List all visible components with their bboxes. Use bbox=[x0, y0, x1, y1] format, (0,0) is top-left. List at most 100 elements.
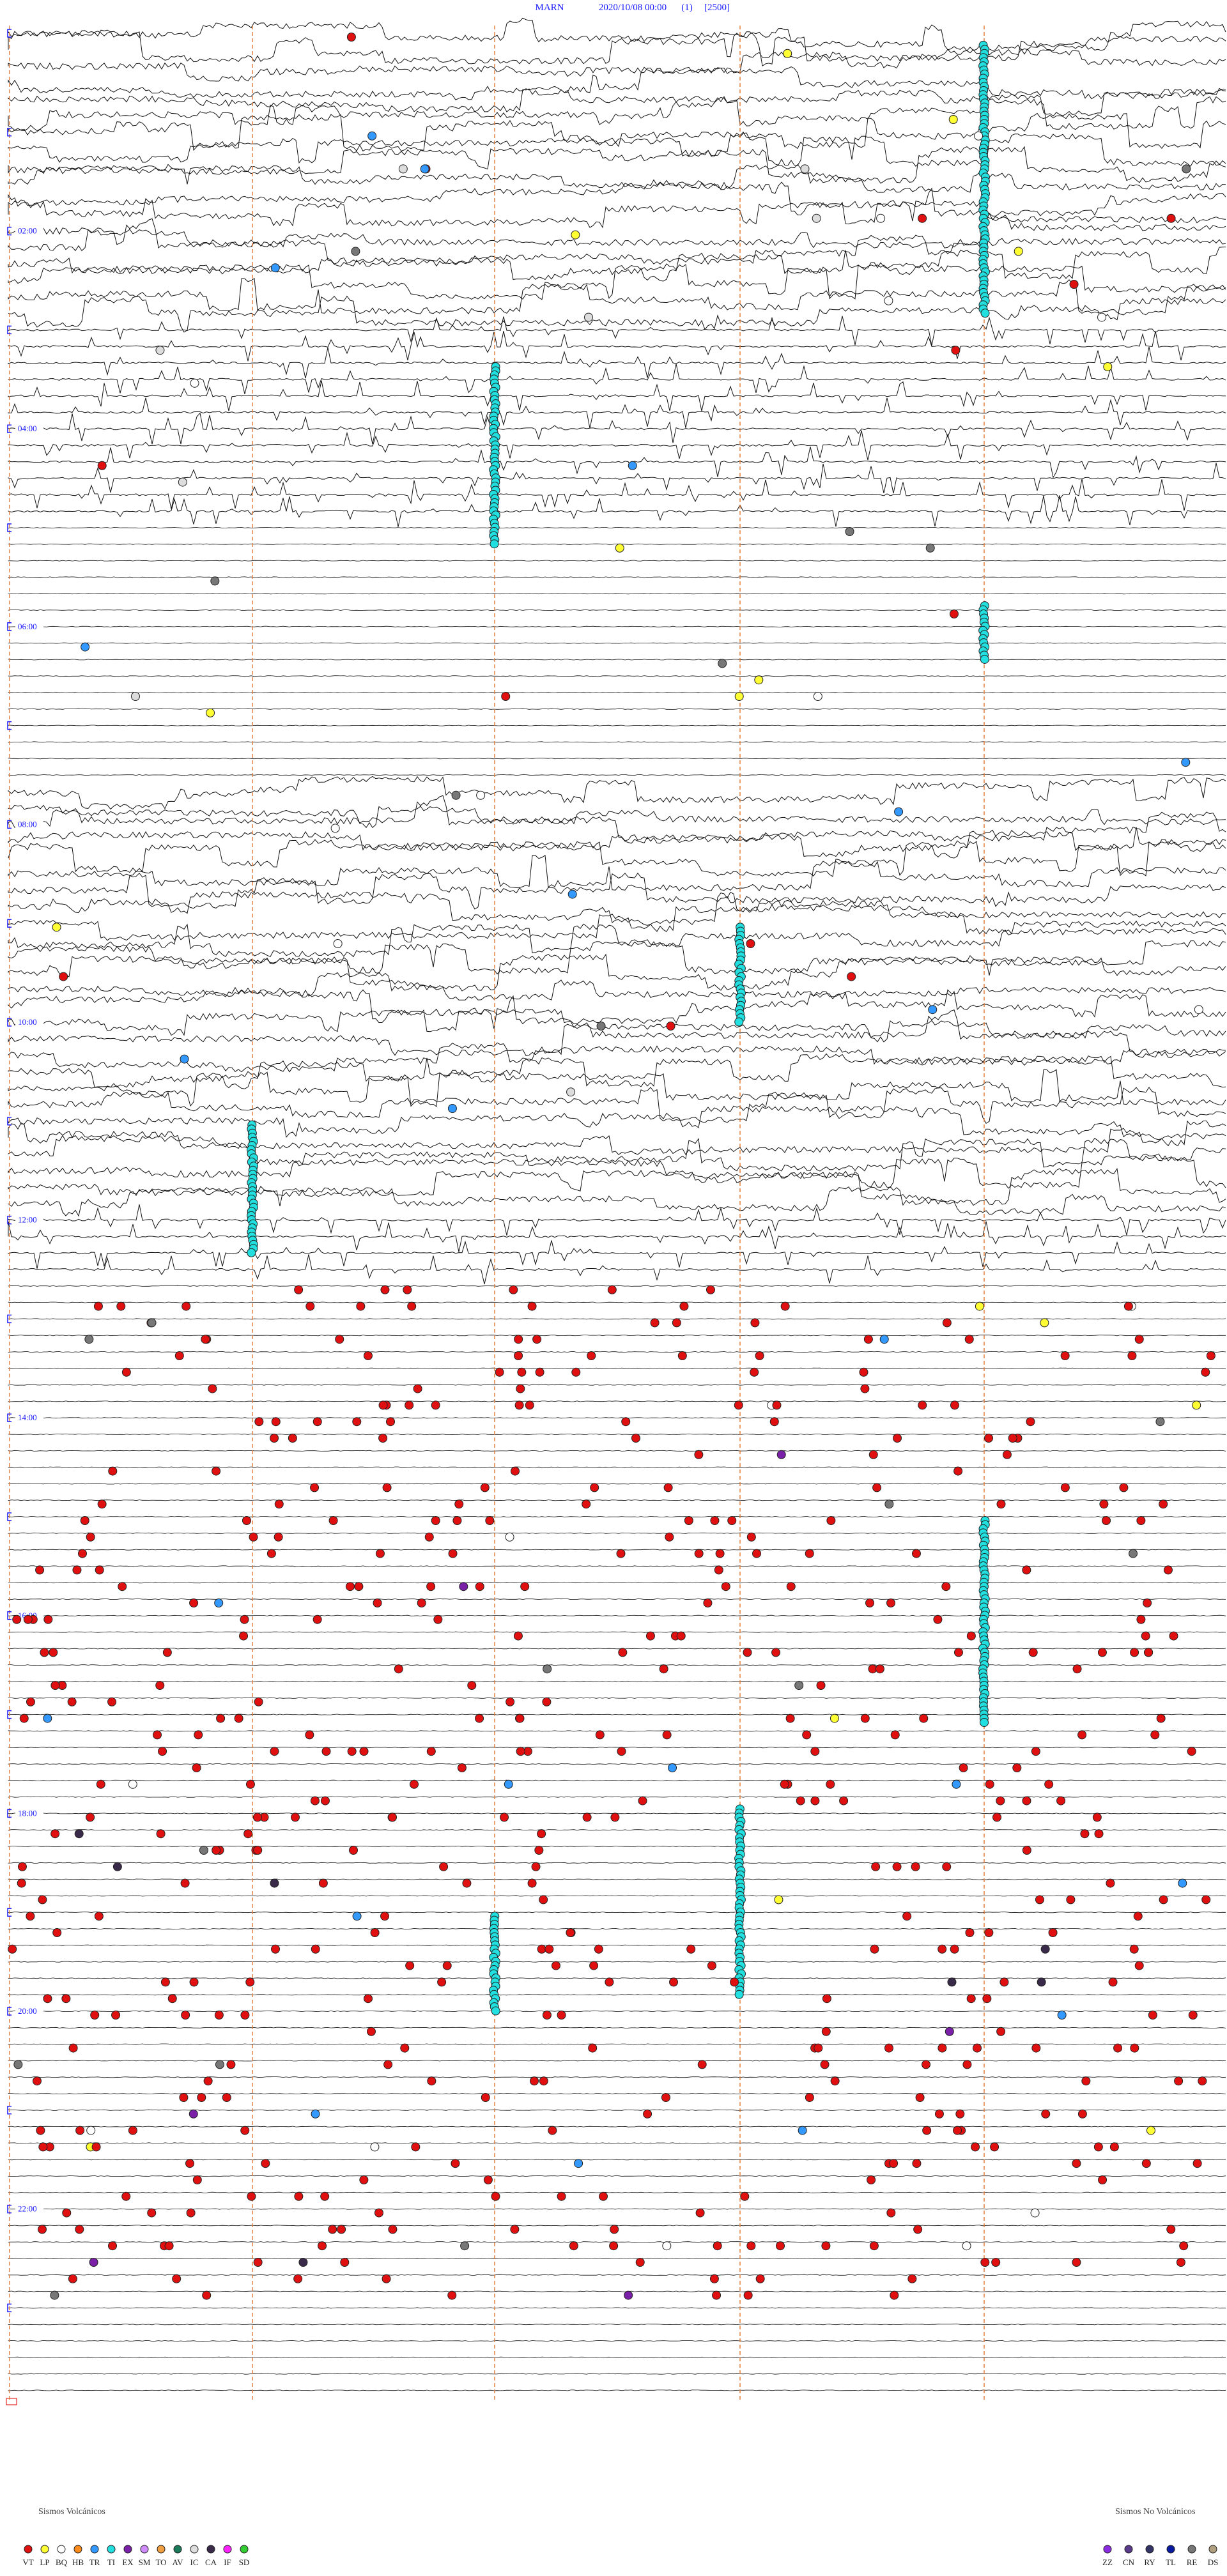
trace bbox=[8, 1862, 1226, 1864]
event-marker bbox=[1014, 247, 1023, 256]
event-marker bbox=[189, 1977, 199, 1987]
event-marker bbox=[542, 1697, 552, 1706]
legend-label: TI bbox=[107, 2557, 115, 2567]
event-marker bbox=[826, 1516, 836, 1525]
event-marker bbox=[955, 2109, 965, 2119]
event-marker bbox=[582, 1813, 592, 1822]
hour-label: 14:00 bbox=[18, 1413, 37, 1422]
trace bbox=[8, 2340, 1226, 2342]
event-marker bbox=[370, 2142, 380, 2152]
event-marker bbox=[426, 1747, 436, 1756]
legend-title: Sismos Volcánicos bbox=[38, 2507, 105, 2517]
event-marker bbox=[1136, 1614, 1146, 1624]
event-marker bbox=[451, 2159, 460, 2168]
event-marker bbox=[513, 1631, 523, 1641]
event-marker bbox=[918, 213, 927, 223]
event-marker bbox=[514, 1400, 524, 1410]
event-marker bbox=[962, 2241, 971, 2251]
event-marker bbox=[845, 527, 854, 536]
event-marker bbox=[1109, 2142, 1119, 2152]
trace bbox=[8, 920, 1226, 958]
event-marker bbox=[1094, 1829, 1104, 1839]
event-marker bbox=[539, 1895, 548, 1905]
hour-label-bg bbox=[15, 1412, 43, 1423]
event-marker bbox=[865, 1598, 875, 1607]
event-marker bbox=[860, 1713, 870, 1723]
event-marker bbox=[89, 2258, 98, 2267]
event-marker bbox=[510, 2225, 520, 2234]
event-marker bbox=[959, 1763, 968, 1772]
event-marker bbox=[1182, 164, 1191, 174]
trace bbox=[8, 2274, 1226, 2276]
legend-label: TR bbox=[89, 2557, 100, 2567]
hour-bracket bbox=[7, 424, 12, 433]
trace bbox=[8, 66, 1226, 100]
hour-bracket bbox=[7, 2204, 12, 2214]
event-marker bbox=[491, 2006, 500, 2016]
event-marker bbox=[107, 2241, 117, 2251]
event-marker bbox=[669, 1977, 679, 1987]
event-marker bbox=[318, 2241, 327, 2251]
event-marker bbox=[727, 1516, 737, 1525]
event-marker bbox=[97, 461, 107, 470]
event-marker bbox=[1181, 758, 1191, 767]
event-marker bbox=[551, 1961, 560, 1970]
event-marker bbox=[659, 1664, 668, 1674]
event-marker bbox=[400, 2043, 410, 2053]
event-marker bbox=[953, 1648, 963, 1657]
event-marker bbox=[467, 1681, 477, 1690]
event-marker bbox=[1048, 1928, 1058, 1937]
event-marker bbox=[294, 1285, 304, 1294]
event-marker bbox=[23, 1614, 33, 1624]
trace bbox=[8, 2060, 1226, 2062]
event-marker bbox=[990, 2142, 999, 2152]
legend-label: IF bbox=[224, 2557, 231, 2567]
event-marker bbox=[686, 1944, 696, 1954]
event-marker bbox=[514, 1351, 523, 1360]
event-marker bbox=[84, 1335, 94, 1344]
event-marker bbox=[1119, 1483, 1129, 1492]
hour-bracket bbox=[7, 2007, 12, 2016]
event-marker bbox=[1072, 2258, 1081, 2267]
event-marker bbox=[504, 1779, 513, 1789]
event-marker bbox=[26, 1912, 35, 1921]
event-marker bbox=[270, 1747, 279, 1756]
event-marker bbox=[754, 675, 764, 685]
event-marker bbox=[366, 2027, 376, 2036]
event-marker bbox=[996, 2027, 1006, 2036]
trace bbox=[8, 132, 1226, 167]
trace bbox=[8, 2373, 1226, 2375]
trace bbox=[8, 430, 1226, 461]
event-marker bbox=[403, 1285, 412, 1294]
event-marker bbox=[270, 263, 280, 273]
event-marker bbox=[750, 1367, 759, 1377]
event-marker bbox=[755, 1351, 764, 1360]
trace bbox=[8, 2076, 1226, 2078]
event-marker bbox=[454, 1499, 464, 1509]
event-marker bbox=[911, 1862, 920, 1871]
event-marker bbox=[448, 1549, 458, 1558]
event-marker bbox=[971, 2142, 980, 2152]
event-marker bbox=[539, 2076, 548, 2086]
event-marker bbox=[311, 2109, 320, 2119]
event-marker bbox=[802, 1730, 812, 1740]
event-marker bbox=[197, 2093, 206, 2102]
hour-bracket bbox=[7, 128, 12, 137]
event-marker bbox=[380, 1285, 390, 1294]
event-marker bbox=[1040, 1944, 1050, 1954]
trace bbox=[8, 1087, 1226, 1124]
event-marker bbox=[746, 1532, 756, 1542]
event-marker bbox=[128, 2126, 137, 2135]
hour-label: 12:00 bbox=[18, 1215, 37, 1225]
event-marker bbox=[108, 1466, 118, 1476]
event-marker bbox=[1146, 2126, 1155, 2135]
event-marker bbox=[821, 2027, 831, 2036]
event-marker bbox=[912, 2159, 922, 2168]
event-marker bbox=[1066, 1895, 1076, 1905]
event-marker bbox=[537, 1829, 546, 1839]
event-marker bbox=[982, 1994, 992, 2004]
event-marker bbox=[72, 1565, 82, 1575]
event-marker bbox=[830, 1713, 839, 1723]
legend-label: CN bbox=[1123, 2557, 1135, 2567]
event-marker bbox=[1141, 2159, 1151, 2168]
